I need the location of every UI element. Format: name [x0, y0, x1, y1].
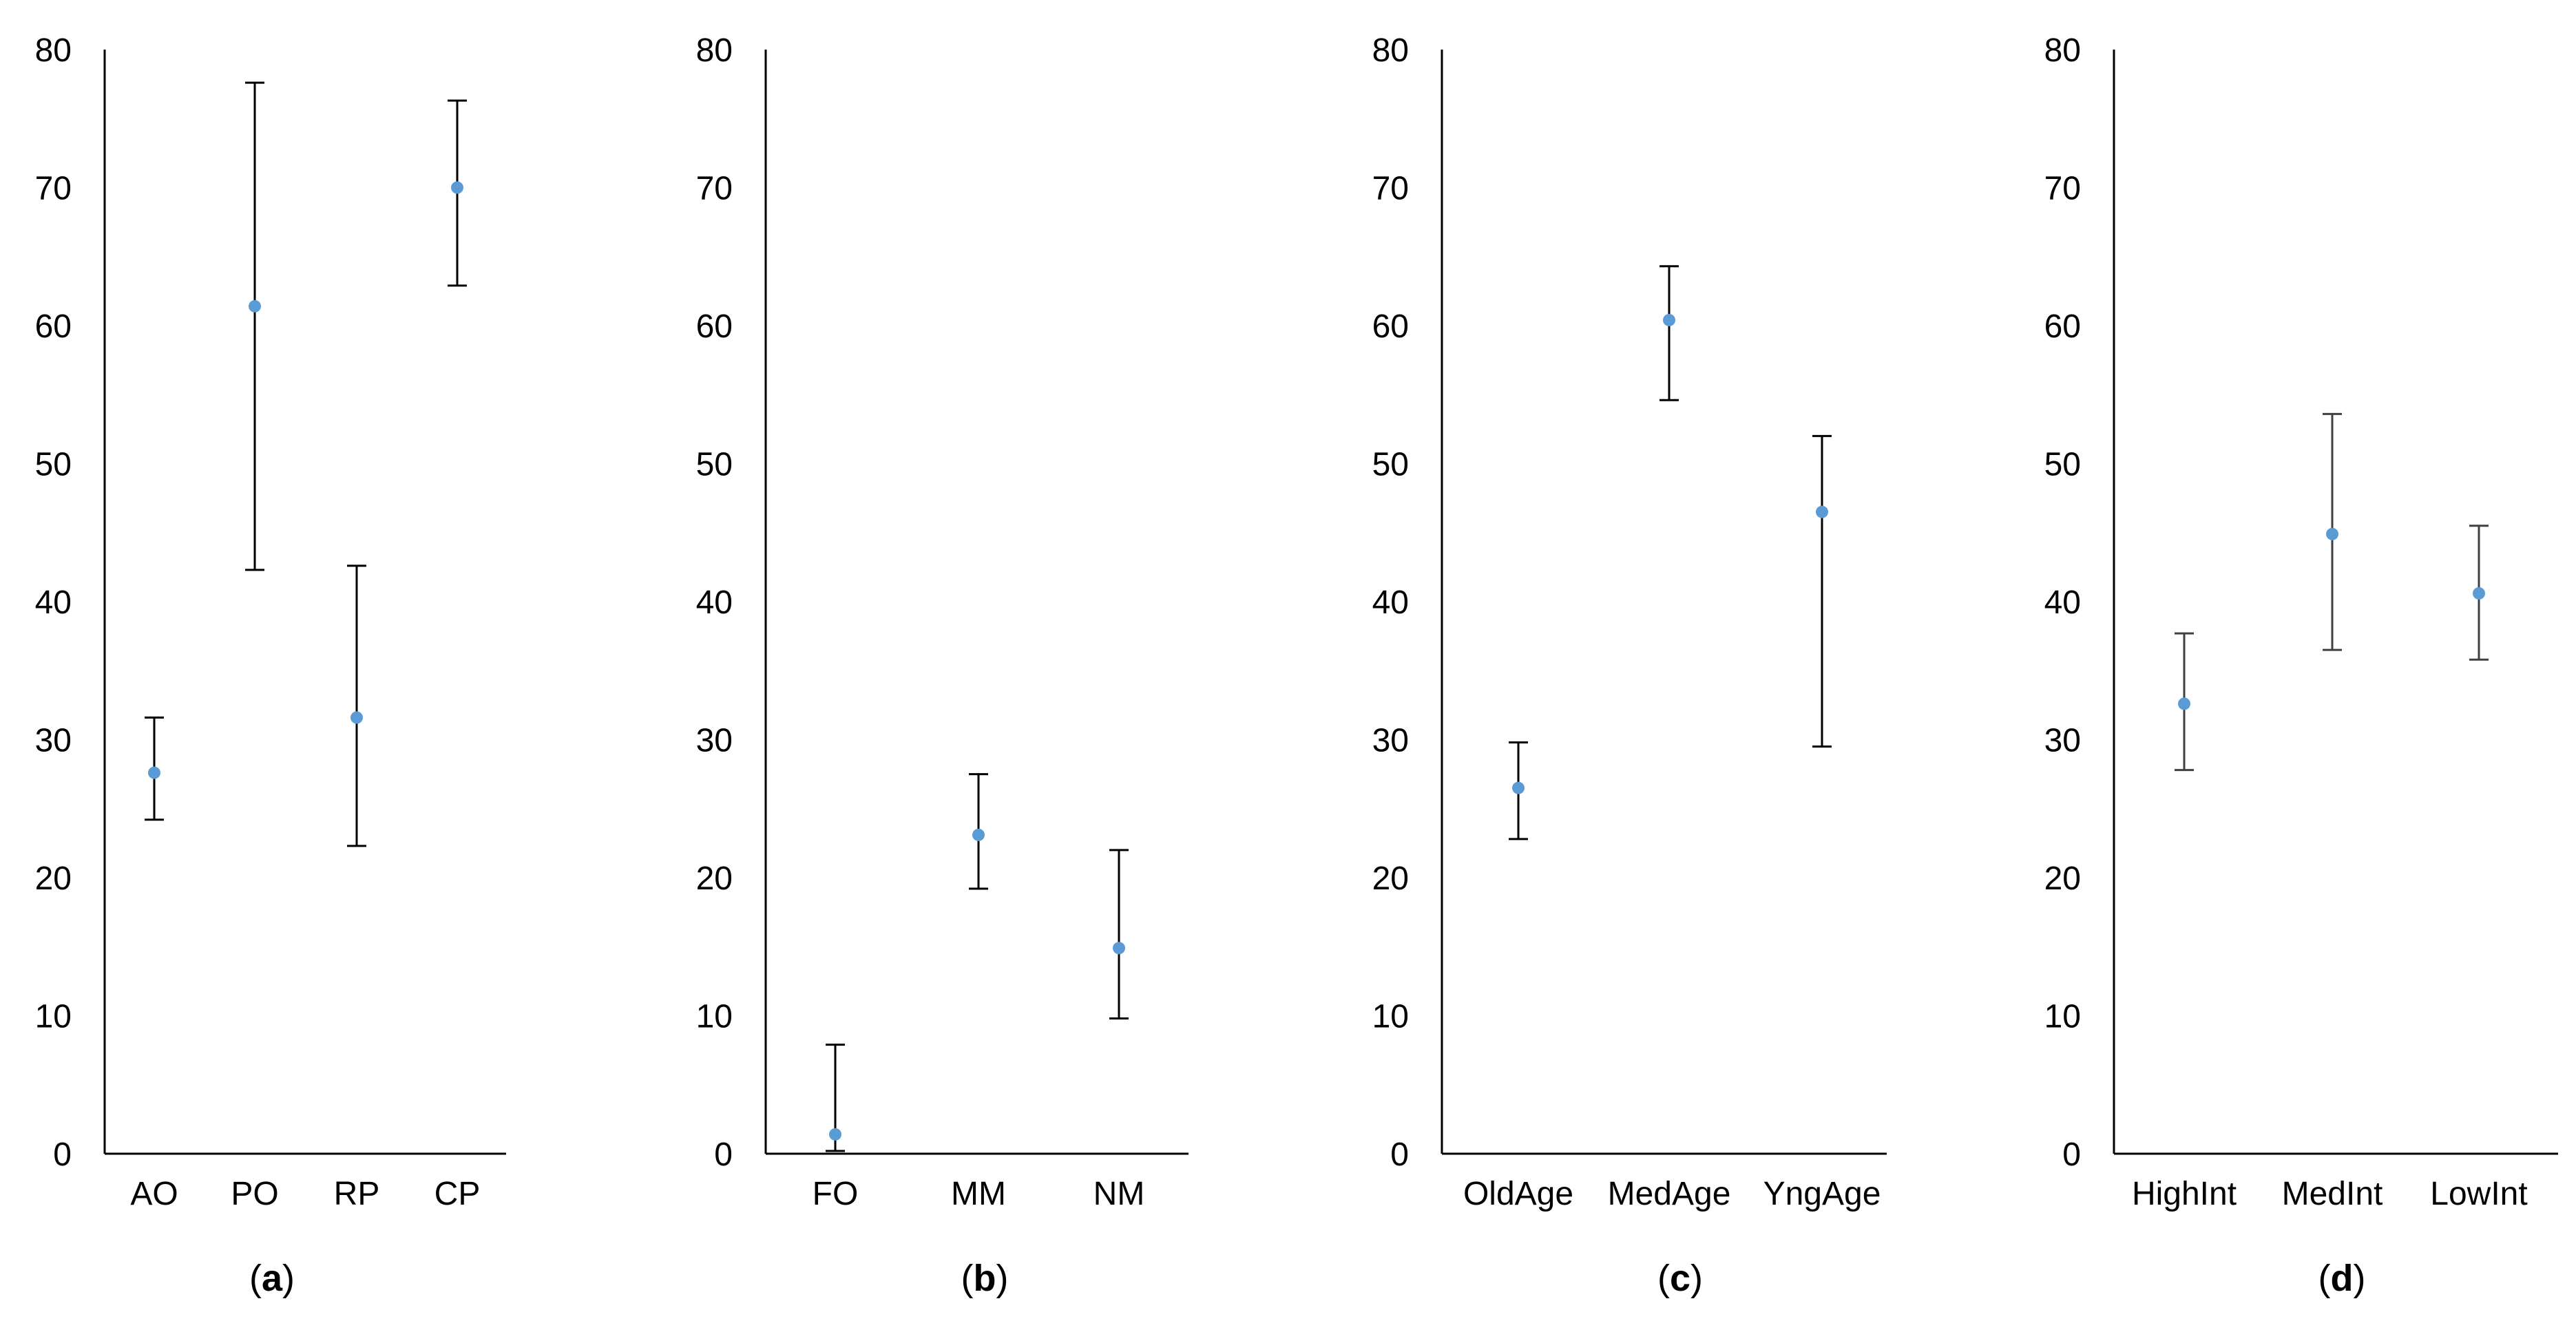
data-point-AO: [148, 766, 160, 779]
data-point-OldAge: [1512, 781, 1525, 794]
data-point-MedAge: [1663, 313, 1675, 326]
panel-label: (d): [2318, 1258, 2366, 1299]
y-tick-label: 10: [35, 999, 72, 1035]
data-point-NM: [1113, 942, 1125, 955]
y-tick-label: 50: [696, 447, 733, 483]
y-tick-label: 80: [1372, 32, 1409, 69]
y-tick-label: 20: [2044, 860, 2081, 897]
panel-d: 0 10 20 30 40 50 60 70 80 HighInt MedInt LowInt (d): [2044, 32, 2558, 1299]
x-tick-label: MedInt: [2282, 1176, 2383, 1212]
y-tick-label: 40: [35, 584, 72, 621]
x-tick-label: NM: [1093, 1176, 1145, 1212]
y-tick-label: 30: [35, 723, 72, 759]
y-tick-label: 80: [35, 32, 72, 69]
y-tick-label: 80: [696, 32, 733, 69]
data-point-MM: [972, 828, 985, 841]
y-tick-label: 60: [2044, 308, 2081, 345]
y-tick-label: 60: [35, 308, 72, 345]
y-tick-label: 10: [2044, 999, 2081, 1035]
y-tick-label: 50: [2044, 447, 2081, 483]
data-point-PO: [249, 299, 261, 313]
data-point-RP: [350, 711, 363, 724]
x-tick-label: LowInt: [2430, 1176, 2527, 1212]
y-tick-label: 10: [696, 999, 733, 1035]
data-point-LowInt: [2473, 586, 2485, 600]
y-tick-label: 70: [696, 171, 733, 207]
y-tick-label: 50: [1372, 447, 1409, 483]
y-tick-label: 40: [2044, 584, 2081, 621]
panel-label: (a): [249, 1258, 295, 1299]
data-point-CP: [451, 181, 463, 194]
x-tick-label: OldAge: [1463, 1176, 1573, 1212]
y-tick-label: 20: [35, 860, 72, 897]
y-tick-label: 20: [1372, 860, 1409, 897]
y-tick-label: 30: [1372, 723, 1409, 759]
y-tick-label: 0: [2062, 1137, 2081, 1173]
x-tick-label: MM: [951, 1176, 1006, 1212]
panel-a: 0 10 20 30 40 50 60 70 80 AO PO RP CP (a): [35, 32, 506, 1299]
y-tick-label: 60: [1372, 308, 1409, 345]
y-tick-label: 10: [1372, 999, 1409, 1035]
y-tick-label: 0: [714, 1137, 733, 1173]
y-tick-label: 70: [35, 171, 72, 207]
y-tick-label: 20: [696, 860, 733, 897]
data-point-MedInt: [2326, 527, 2338, 540]
y-tick-label: 0: [53, 1137, 72, 1173]
y-tick-label: 70: [1372, 171, 1409, 207]
y-tick-label: 40: [696, 584, 733, 621]
y-tick-label: 40: [1372, 584, 1409, 621]
x-tick-label: RP: [334, 1176, 380, 1212]
x-tick-label: YngAge: [1763, 1176, 1881, 1212]
data-point-FO: [829, 1128, 841, 1141]
panel-b: 0 10 20 30 40 50 60 70 80 FO MM NM (b): [696, 32, 1188, 1299]
panel-label: (c): [1657, 1258, 1703, 1299]
y-tick-label: 60: [696, 308, 733, 345]
panel-label: (b): [961, 1258, 1009, 1299]
x-tick-label: PO: [231, 1176, 278, 1212]
x-tick-label: CP: [434, 1176, 481, 1212]
data-point-HighInt: [2178, 697, 2190, 710]
data-point-YngAge: [1816, 505, 1828, 518]
y-tick-label: 30: [696, 723, 733, 759]
y-tick-label: 80: [2044, 32, 2081, 69]
x-tick-label: FO: [813, 1176, 859, 1212]
x-tick-label: MedAge: [1608, 1176, 1731, 1212]
y-tick-label: 50: [35, 447, 72, 483]
x-tick-label: HighInt: [2132, 1176, 2237, 1212]
y-tick-label: 30: [2044, 723, 2081, 759]
x-tick-label: AO: [130, 1176, 178, 1212]
panel-c: 0 10 20 30 40 50 60 70 80 OldAge MedAge YngAge (c): [1372, 32, 1887, 1299]
y-tick-label: 0: [1390, 1137, 1409, 1173]
y-tick-label: 70: [2044, 171, 2081, 207]
